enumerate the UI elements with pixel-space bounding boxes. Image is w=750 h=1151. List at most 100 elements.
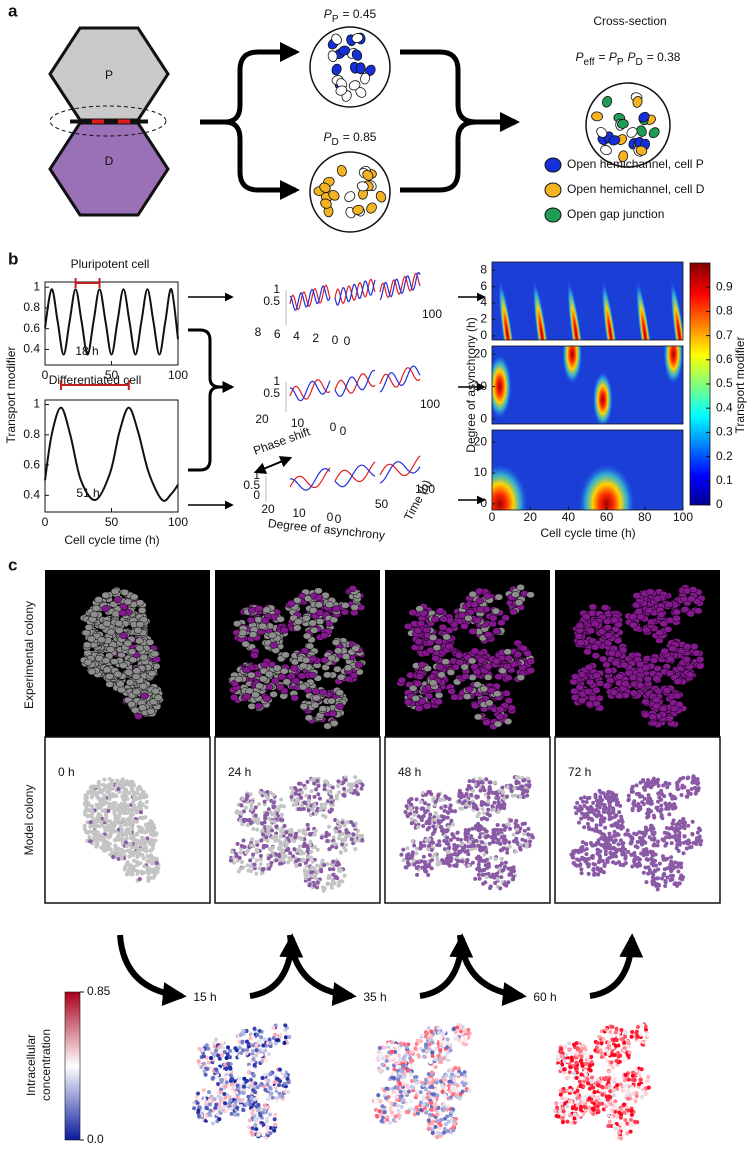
model-cell <box>244 796 249 801</box>
cell <box>83 658 93 666</box>
heatmap <box>492 262 683 340</box>
model-cell <box>455 830 460 835</box>
model-cell <box>329 794 334 799</box>
model-cell <box>422 860 427 865</box>
model-cell <box>91 784 96 789</box>
cell <box>119 631 128 639</box>
cell <box>460 663 469 671</box>
cell <box>503 662 512 670</box>
channel-dot <box>348 80 361 91</box>
cell <box>134 712 143 720</box>
channel-dot <box>616 118 629 129</box>
model-cell <box>294 799 299 804</box>
model-cell <box>502 840 507 845</box>
cell <box>302 614 311 622</box>
model-cell <box>450 822 455 827</box>
line-series <box>44 406 179 502</box>
model-cell <box>242 819 247 824</box>
model-cell <box>125 860 130 865</box>
cell <box>250 651 259 659</box>
model-cell <box>649 870 654 875</box>
cell <box>291 677 301 685</box>
model-cell <box>492 800 497 805</box>
model-cell <box>266 816 271 821</box>
hexagon <box>48 121 170 217</box>
run: P <box>628 50 636 64</box>
model-cell <box>131 805 136 810</box>
model-cell <box>323 814 328 819</box>
cell <box>229 693 239 701</box>
cell <box>613 637 623 645</box>
model-cell <box>464 792 469 797</box>
cell <box>492 627 501 635</box>
model-cell <box>354 784 359 789</box>
model-cell <box>102 798 107 803</box>
model-cell <box>399 852 404 857</box>
model-cell <box>127 842 132 847</box>
panel-letter: b <box>8 249 18 268</box>
cell <box>695 656 705 663</box>
model-cell <box>575 800 580 805</box>
model-cell <box>677 881 682 886</box>
model-cell <box>249 820 254 825</box>
model-cell <box>443 804 448 809</box>
model-cell <box>501 823 506 828</box>
y-tick-label: 0.6 <box>23 321 40 335</box>
model-cell <box>579 867 584 872</box>
model-cell <box>522 821 527 826</box>
heatmap-blob <box>532 280 551 340</box>
cell <box>414 638 424 646</box>
model-cell <box>278 834 283 839</box>
model-cell <box>349 837 354 842</box>
y-axis-label: Degree of asynchrony (h) <box>464 317 478 452</box>
model-cell <box>291 854 296 859</box>
model-cell <box>584 846 589 851</box>
model-cell <box>480 807 485 812</box>
model-cell <box>453 809 458 814</box>
cell <box>649 656 659 664</box>
cell <box>397 676 407 684</box>
model-cell <box>431 840 436 845</box>
model-cell <box>329 807 334 812</box>
model-cell <box>597 801 602 806</box>
cell <box>604 667 613 675</box>
model-cell <box>428 812 433 817</box>
model-cell <box>656 867 661 872</box>
model-cell <box>96 830 101 835</box>
model-cell <box>154 831 159 836</box>
cell <box>450 693 459 701</box>
cell <box>600 604 610 612</box>
model-cell <box>135 831 140 836</box>
model-cell <box>128 780 133 785</box>
cell <box>262 695 272 702</box>
y-tick-label: 1 <box>33 397 40 411</box>
model-cell <box>632 831 637 836</box>
subscript: P <box>617 57 624 68</box>
model-cell <box>476 872 481 877</box>
model-cell <box>89 807 94 812</box>
cell <box>151 687 160 695</box>
cell <box>496 705 505 713</box>
model-cell <box>421 824 426 829</box>
model-cell <box>582 825 587 830</box>
model-cell <box>105 826 110 831</box>
model-cell <box>480 780 485 785</box>
cell <box>354 661 364 669</box>
cell <box>310 701 320 709</box>
cell <box>422 702 432 710</box>
model-cell <box>307 882 312 887</box>
model-cell <box>131 838 136 843</box>
flow-arrows <box>188 292 486 510</box>
cell <box>428 679 438 687</box>
model-cell <box>681 816 686 821</box>
model-cell <box>102 777 107 782</box>
channel-dot <box>638 111 650 123</box>
axis-tick-label: 0.5 <box>263 386 280 400</box>
trace <box>334 464 376 488</box>
model-cell <box>679 792 684 797</box>
colorbar-tick-label: 0.3 <box>716 425 733 439</box>
model-cell <box>243 805 248 810</box>
model-cell <box>289 785 294 790</box>
cell <box>603 624 613 632</box>
model-cell <box>485 864 490 869</box>
